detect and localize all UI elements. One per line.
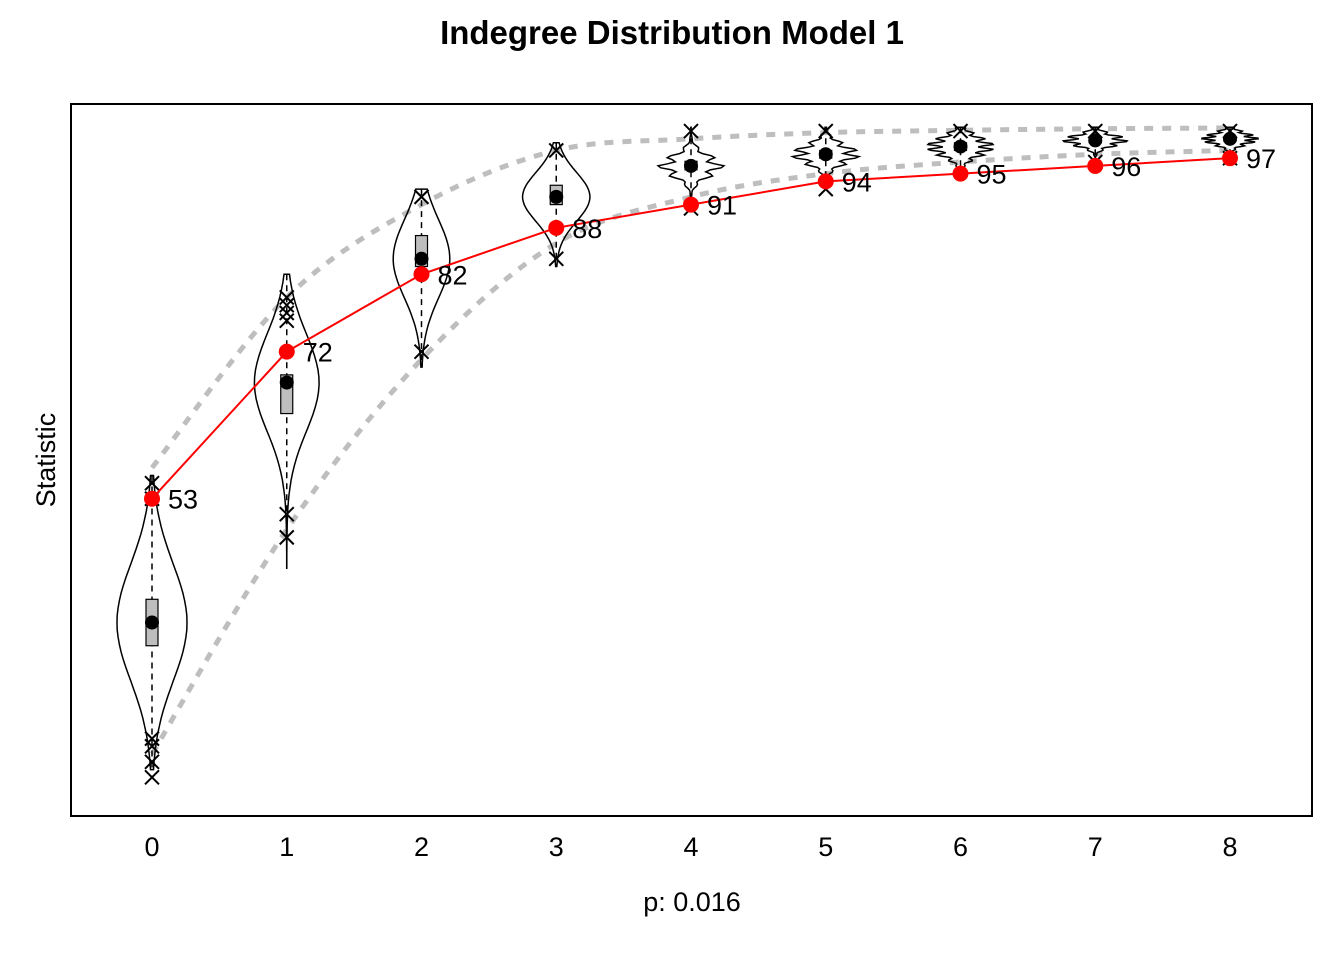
median-point <box>1088 133 1103 148</box>
observed-label: 88 <box>572 214 602 244</box>
x-tick-label: 0 <box>144 832 159 862</box>
ci-lower-line <box>149 147 1231 756</box>
x-tick-label: 6 <box>953 832 968 862</box>
x-tick-label: 2 <box>414 832 429 862</box>
outlier-mark <box>548 142 564 159</box>
x-tick-label: 5 <box>818 832 833 862</box>
outlier-mark <box>413 189 430 205</box>
outlier-mark <box>279 305 295 321</box>
outlier-mark <box>279 312 295 329</box>
outlier-mark <box>279 506 295 522</box>
median-point <box>684 158 698 173</box>
observed-label: 53 <box>168 485 198 515</box>
median-point <box>279 375 294 390</box>
x-tick-label: 7 <box>1088 832 1103 862</box>
observed-label: 95 <box>977 160 1007 190</box>
violin-0 <box>116 474 188 786</box>
observed-label: 97 <box>1246 144 1276 174</box>
violin-outline <box>253 273 320 570</box>
x-tick-label: 8 <box>1222 832 1237 862</box>
observed-point <box>1087 157 1104 174</box>
median-point <box>414 251 429 266</box>
observed-label: 94 <box>842 167 872 197</box>
observed-point <box>278 343 295 360</box>
outlier-mark <box>413 343 430 360</box>
outlier-mark <box>1087 123 1103 139</box>
outlier-mark <box>279 297 295 313</box>
observed-label: 82 <box>438 260 468 290</box>
x-tick-label: 1 <box>279 832 294 862</box>
outlier-mark <box>548 251 564 267</box>
observed-point <box>548 219 565 236</box>
outlier-mark <box>1222 123 1238 139</box>
plot-frame <box>70 103 1313 817</box>
y-axis-label: Statistic <box>31 413 61 508</box>
observed-label: 96 <box>1111 152 1141 182</box>
chart-title: Indegree Distribution Model 1 <box>440 14 904 51</box>
x-tick-label: 3 <box>549 832 564 862</box>
outlier-mark <box>144 769 160 786</box>
median-point <box>145 615 159 630</box>
observed-point <box>952 165 969 182</box>
violin-1 <box>253 273 320 570</box>
median-point <box>818 147 833 162</box>
observed-point <box>683 196 699 213</box>
observed-point <box>144 490 160 507</box>
outlier-mark <box>818 123 834 139</box>
median-point <box>1223 131 1237 146</box>
ci-upper-line <box>150 125 1231 470</box>
observed-point <box>817 173 834 190</box>
outlier-mark <box>279 289 295 306</box>
x-axis-ticks: 0 1 2 3 4 5 6 7 8 <box>144 832 1237 862</box>
ci-band-lines <box>149 125 1231 756</box>
outlier-mark <box>144 730 160 747</box>
outlier-mark <box>144 754 160 770</box>
observed-label: 72 <box>303 338 333 368</box>
observed-label: 91 <box>707 191 737 221</box>
outlier-mark <box>952 123 969 139</box>
observed-point <box>413 266 430 283</box>
median-point <box>549 189 564 204</box>
outlier-mark <box>279 529 295 546</box>
outlier-mark <box>144 475 160 491</box>
violin-2 <box>392 188 451 368</box>
outlier-mark <box>683 123 699 139</box>
violin-3 <box>521 141 591 268</box>
observed-point <box>1222 150 1238 167</box>
violin-outline <box>116 474 188 771</box>
x-axis-label: p: 0.016 <box>643 887 741 917</box>
median-point <box>953 139 968 154</box>
observed-series: 53 72 82 88 91 94 95 96 97 <box>144 144 1276 515</box>
violin-group <box>116 123 1260 786</box>
x-tick-label: 4 <box>683 832 698 862</box>
outlier-mark <box>144 738 160 755</box>
